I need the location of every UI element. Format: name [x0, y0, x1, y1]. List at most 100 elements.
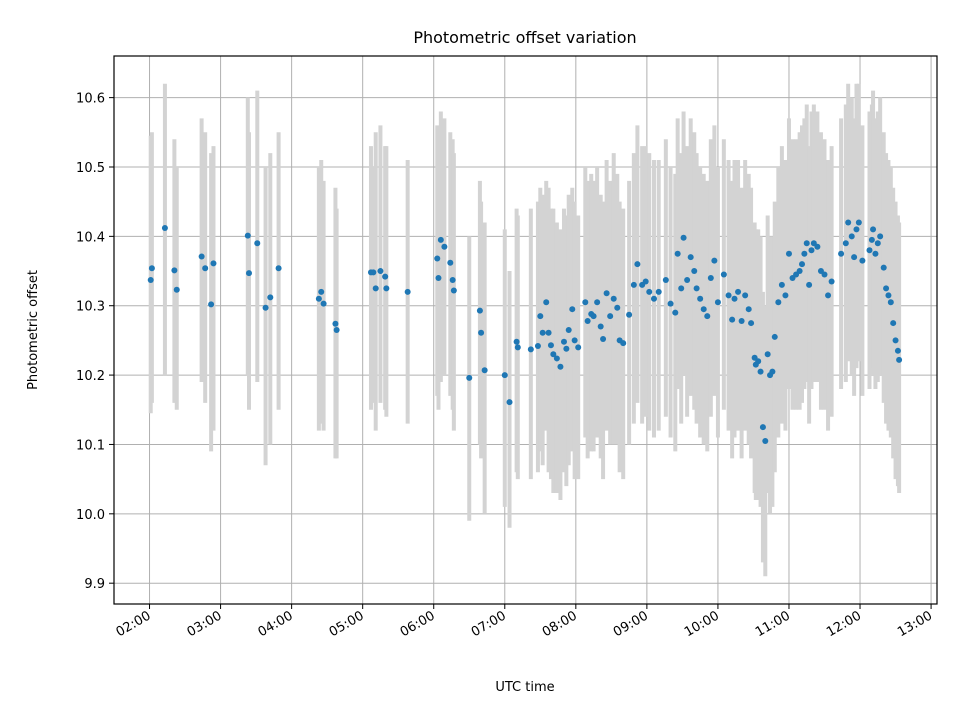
data-point: [333, 327, 340, 333]
data-point: [171, 267, 178, 274]
data-point: [382, 273, 389, 280]
data-point: [782, 292, 789, 299]
data-point: [674, 250, 681, 257]
data-point: [513, 338, 520, 345]
data-point: [332, 320, 339, 327]
data-point: [890, 320, 897, 327]
data-point: [161, 225, 168, 232]
data-point: [650, 295, 657, 302]
data-point: [244, 232, 251, 239]
data-point: [874, 240, 881, 247]
data-point: [714, 299, 721, 306]
y-axis-label: Photometric offset: [26, 270, 41, 390]
data-point: [543, 299, 550, 306]
data-point: [704, 313, 711, 320]
data-point: [892, 337, 899, 344]
data-point: [607, 313, 614, 320]
data-point: [148, 265, 155, 272]
data-point: [318, 288, 325, 295]
data-point: [597, 323, 604, 330]
data-point: [848, 233, 855, 240]
data-point: [720, 271, 727, 278]
data-point: [435, 274, 442, 281]
data-point: [404, 288, 411, 295]
data-point: [557, 363, 564, 370]
data-point: [506, 399, 513, 406]
data-point: [626, 311, 633, 318]
data-point: [877, 233, 884, 240]
data-point: [762, 437, 769, 444]
data-point: [687, 254, 694, 261]
y-tick-label: 10.2: [76, 369, 105, 384]
data-point: [262, 304, 269, 311]
data-point: [764, 351, 771, 358]
data-point: [855, 219, 862, 226]
data-point: [759, 424, 766, 431]
data-point: [655, 288, 662, 295]
data-point: [450, 287, 457, 294]
data-point: [872, 250, 879, 257]
data-point: [565, 327, 572, 333]
data-point: [799, 261, 806, 268]
data-point: [672, 309, 679, 316]
data-point: [757, 368, 764, 375]
data-point: [514, 344, 521, 351]
data-point: [634, 261, 641, 268]
data-point: [481, 367, 488, 374]
data-point: [610, 295, 617, 302]
data-point: [745, 306, 752, 313]
data-point: [896, 356, 903, 363]
data-point: [796, 268, 803, 275]
data-point: [630, 281, 637, 288]
data-point: [569, 306, 576, 313]
y-tick-label: 10.1: [76, 438, 105, 453]
data-point: [642, 278, 649, 285]
data-point: [693, 285, 700, 292]
plot-frame: [113, 55, 938, 605]
data-point: [501, 372, 508, 379]
data-point: [742, 292, 749, 299]
data-point: [563, 345, 570, 352]
data-point: [814, 243, 821, 250]
data-point: [210, 260, 217, 267]
y-tick-label: 9.9: [84, 577, 105, 592]
data-point: [729, 316, 736, 323]
data-point: [738, 317, 745, 324]
data-point: [147, 277, 154, 284]
data-point: [614, 304, 621, 311]
data-point: [691, 268, 698, 275]
data-point: [684, 277, 691, 284]
data-point: [808, 247, 815, 254]
y-tick-label: 10.4: [76, 230, 105, 245]
data-point: [370, 269, 377, 276]
data-point: [735, 288, 742, 295]
y-tick-label: 10.3: [76, 300, 105, 315]
data-point: [769, 368, 776, 375]
data-point: [646, 288, 653, 295]
data-point: [198, 253, 205, 260]
data-point: [600, 336, 607, 343]
data-point: [267, 294, 274, 301]
data-point: [441, 243, 448, 250]
data-point: [851, 254, 858, 261]
data-point: [571, 337, 578, 344]
data-point: [887, 299, 894, 306]
data-point: [700, 306, 707, 313]
data-point: [667, 300, 674, 307]
data-point: [707, 274, 714, 281]
data-point: [254, 240, 261, 247]
data-point: [894, 347, 901, 354]
data-point: [550, 351, 557, 358]
data-point: [885, 292, 892, 299]
data-point: [775, 299, 782, 306]
data-point: [778, 281, 785, 288]
data-point: [842, 240, 849, 247]
data-point: [476, 307, 483, 314]
data-point: [803, 240, 810, 247]
data-point: [534, 342, 541, 349]
data-point: [208, 301, 215, 308]
data-point: [527, 346, 534, 353]
data-point: [590, 313, 597, 320]
data-point: [868, 236, 875, 243]
